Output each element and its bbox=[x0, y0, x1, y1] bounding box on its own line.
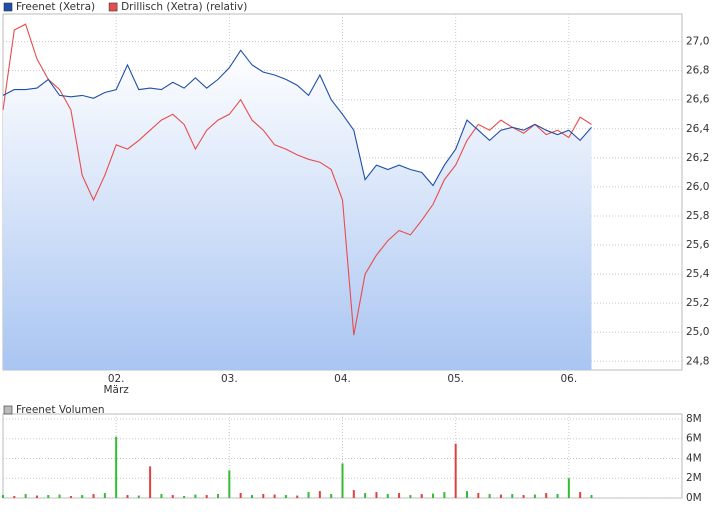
bar bbox=[307, 492, 310, 498]
bar bbox=[160, 494, 163, 498]
legend-label: Freenet (Xetra) bbox=[16, 1, 95, 13]
bar bbox=[454, 443, 457, 498]
y-tick-label: 26,8 bbox=[686, 65, 709, 77]
bar bbox=[115, 436, 118, 498]
bar bbox=[284, 495, 287, 498]
legend-swatch bbox=[108, 2, 118, 12]
bar bbox=[103, 493, 106, 498]
bar bbox=[183, 496, 186, 498]
y-tick-label: 8M bbox=[686, 413, 702, 425]
bar bbox=[318, 491, 321, 498]
bar bbox=[477, 493, 480, 498]
x-tick-label: 06. bbox=[560, 373, 577, 385]
bar bbox=[443, 492, 446, 498]
bar bbox=[273, 494, 276, 498]
y-tick-label: 24,8 bbox=[686, 355, 709, 367]
bar bbox=[341, 463, 344, 498]
y-tick-label: 2M bbox=[686, 472, 702, 484]
y-tick-label: 25,8 bbox=[686, 210, 709, 222]
x-tick-label: 04. bbox=[334, 373, 351, 385]
y-tick-label: 6M bbox=[686, 433, 702, 445]
bar bbox=[330, 494, 333, 498]
legend-swatch bbox=[3, 405, 13, 415]
bar bbox=[69, 496, 72, 498]
month-label: März bbox=[104, 384, 130, 396]
bar bbox=[217, 494, 220, 498]
bar bbox=[92, 494, 95, 498]
bar bbox=[545, 493, 548, 498]
bar bbox=[149, 466, 152, 498]
bar bbox=[432, 493, 435, 498]
x-tick-label: 05. bbox=[447, 373, 464, 385]
bar bbox=[13, 496, 16, 498]
y-tick-label: 25,6 bbox=[686, 239, 710, 251]
bar bbox=[228, 470, 231, 498]
bar bbox=[296, 495, 299, 498]
x-tick-label: 03. bbox=[221, 373, 238, 385]
bar bbox=[171, 495, 174, 498]
bar bbox=[137, 495, 140, 498]
y-tick-label: 25,0 bbox=[686, 326, 709, 338]
x-tick-label: 02. bbox=[108, 373, 125, 385]
bar bbox=[205, 495, 208, 498]
bar bbox=[35, 495, 38, 498]
bar bbox=[250, 495, 253, 498]
y-tick-label: 26,0 bbox=[686, 181, 709, 193]
bar bbox=[465, 491, 468, 498]
bar bbox=[556, 494, 559, 498]
bar bbox=[364, 493, 367, 498]
y-tick-label: 25,4 bbox=[686, 268, 710, 280]
y-tick-label: 26,2 bbox=[686, 152, 709, 164]
bar bbox=[420, 494, 423, 498]
bar bbox=[126, 495, 129, 498]
bar bbox=[81, 495, 84, 498]
bar bbox=[2, 495, 4, 498]
line bbox=[2, 49, 592, 187]
bar bbox=[262, 494, 265, 498]
bar bbox=[24, 494, 27, 498]
bar bbox=[194, 494, 197, 498]
bar bbox=[488, 494, 491, 498]
bar bbox=[239, 493, 242, 498]
y-tick-label: 0M bbox=[686, 492, 702, 504]
line bbox=[2, 23, 592, 336]
y-tick-label: 26,4 bbox=[686, 123, 710, 135]
bar bbox=[375, 492, 378, 498]
bar bbox=[579, 492, 582, 498]
bar bbox=[499, 494, 502, 498]
bar bbox=[386, 494, 389, 498]
bar bbox=[590, 495, 593, 498]
legend-label: Drillisch (Xetra) (relativ) bbox=[121, 1, 247, 13]
bar bbox=[511, 494, 514, 498]
y-tick-label: 27,0 bbox=[686, 36, 709, 48]
bar bbox=[533, 494, 536, 498]
bar bbox=[58, 494, 61, 498]
bar bbox=[398, 493, 401, 498]
bar bbox=[47, 495, 50, 498]
bar bbox=[567, 478, 570, 498]
legend-label: Freenet Volumen bbox=[16, 404, 105, 416]
legend-swatch bbox=[3, 2, 13, 12]
bar bbox=[352, 490, 355, 498]
y-tick-label: 4M bbox=[686, 452, 702, 464]
bar bbox=[522, 495, 525, 498]
y-tick-label: 25,2 bbox=[686, 297, 709, 309]
y-tick-label: 26,6 bbox=[686, 94, 710, 106]
bar bbox=[409, 495, 412, 498]
